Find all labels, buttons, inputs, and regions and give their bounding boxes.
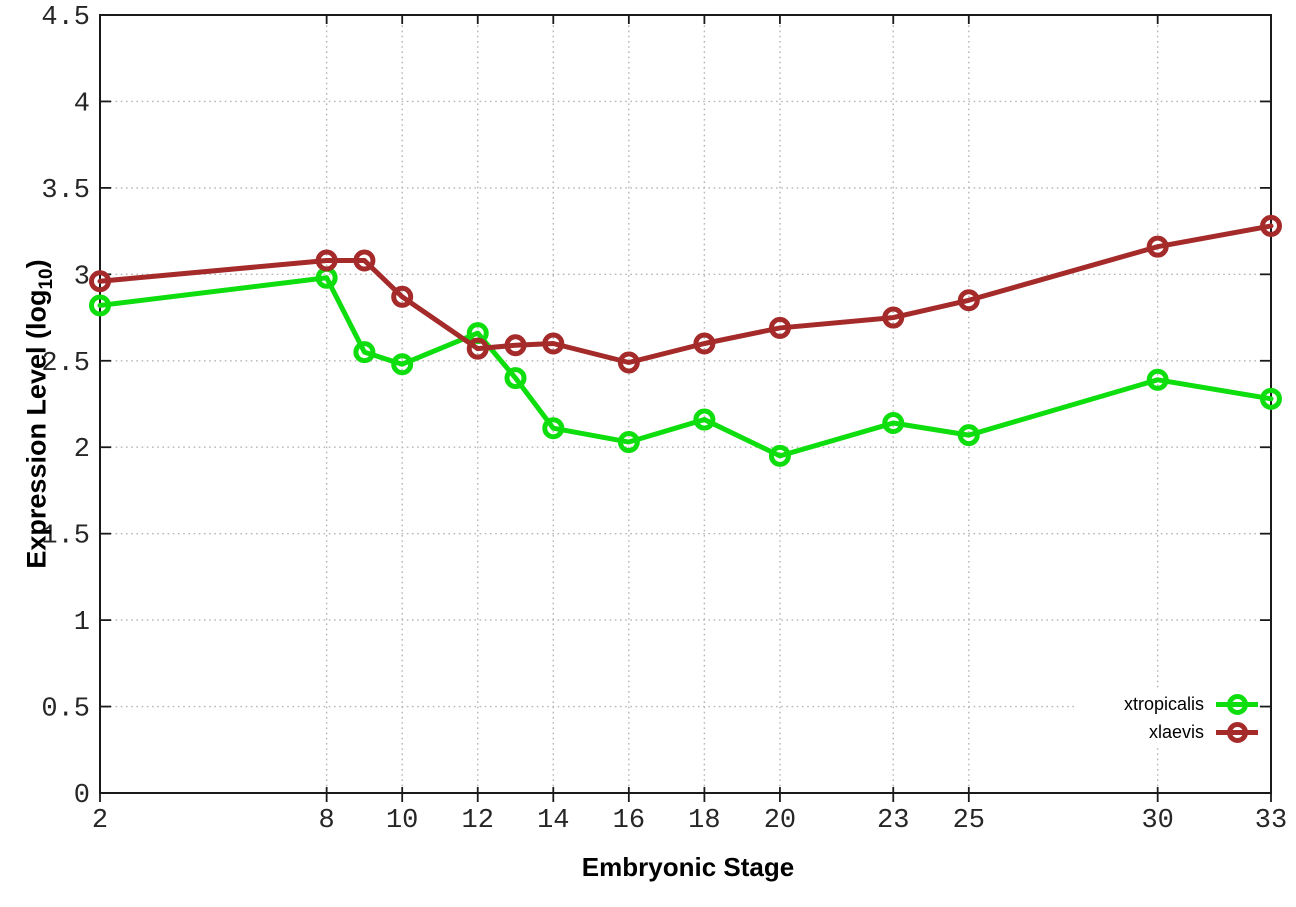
legend-entry-xlaevis: xlaevis xyxy=(1124,718,1258,746)
y-tick-label: 1.5 xyxy=(41,522,90,552)
legend-label-xlaevis: xlaevis xyxy=(1148,721,1204,742)
y-axis-title-close: ) xyxy=(21,259,52,269)
plot-border xyxy=(99,14,1272,794)
series-line-xtropicalis xyxy=(97,275,1274,459)
data-point-xlaevis xyxy=(1260,214,1282,237)
data-point-xlaevis xyxy=(504,334,527,357)
legend-marker-xlaevis xyxy=(1216,720,1258,744)
y-tick-label: 4 xyxy=(74,89,90,119)
y-tick-label: 3.5 xyxy=(41,176,90,206)
data-point-xlaevis xyxy=(882,306,905,329)
data-point-xlaevis xyxy=(89,270,111,293)
x-tick-label: 8 xyxy=(319,806,335,836)
y-axis-title-text: Expression Level (log xyxy=(21,289,52,569)
data-point-xlaevis xyxy=(617,351,640,374)
legend-label-xtropicalis: xtropicalis xyxy=(1123,693,1204,714)
y-axis-title: Expression Level (log10) xyxy=(21,259,57,569)
data-point-xlaevis xyxy=(693,332,716,355)
data-point-xlaevis xyxy=(957,289,980,312)
x-tick-label: 25 xyxy=(953,806,985,836)
data-point-xtropicalis xyxy=(391,353,414,376)
y-tick-label: 2.5 xyxy=(41,349,90,379)
x-tick-label: 12 xyxy=(462,806,494,836)
series-line-xlaevis xyxy=(97,223,1274,366)
open-circle-icon xyxy=(1226,693,1248,715)
data-point-xlaevis xyxy=(768,316,791,339)
data-point-xtropicalis xyxy=(1146,368,1169,391)
y-tick-label: 2 xyxy=(74,435,90,465)
x-tick-label: 23 xyxy=(877,806,909,836)
y-tick-label: 0.5 xyxy=(41,695,90,725)
data-point-xlaevis xyxy=(466,337,489,360)
legend-entry-xtropicalis: xtropicalis xyxy=(1124,690,1258,718)
x-tick-label: 14 xyxy=(537,806,569,836)
data-point-xtropicalis xyxy=(768,444,791,467)
y-tick-label: 0 xyxy=(74,781,90,811)
x-tick-label: 16 xyxy=(613,806,645,836)
x-tick-label: 30 xyxy=(1141,806,1173,836)
data-point-xlaevis xyxy=(353,249,376,272)
legend-marker-xtropicalis xyxy=(1216,692,1258,716)
data-point-xtropicalis xyxy=(504,367,527,390)
y-tick-label: 1 xyxy=(74,608,90,638)
y-tick-label: 4.5 xyxy=(41,3,90,33)
data-point-xtropicalis xyxy=(617,431,640,454)
data-point-xtropicalis xyxy=(882,412,905,435)
data-point-xtropicalis xyxy=(353,341,376,364)
y-tick-label: 3 xyxy=(74,262,90,292)
x-tick-label: 2 xyxy=(92,806,108,836)
open-circle-icon xyxy=(1226,721,1248,743)
x-axis-title: Embryonic Stage xyxy=(581,852,795,882)
x-tick-label: 18 xyxy=(688,806,720,836)
data-point-xtropicalis xyxy=(693,408,716,431)
y-axis-title-subscript: 10 xyxy=(35,268,57,290)
x-tick-label: 33 xyxy=(1255,806,1287,836)
data-point-xtropicalis xyxy=(89,294,111,317)
data-point-xtropicalis xyxy=(542,417,565,440)
x-tick-label: 20 xyxy=(764,806,796,836)
data-point-xtropicalis xyxy=(957,424,980,447)
data-point-xlaevis xyxy=(315,249,338,272)
data-point-xlaevis xyxy=(1146,235,1169,258)
data-point-xlaevis xyxy=(391,285,414,308)
data-point-xtropicalis xyxy=(1260,387,1282,410)
data-point-xlaevis xyxy=(542,332,565,355)
legend: xtropicalis xlaevis xyxy=(1075,690,1258,746)
x-tick-label: 10 xyxy=(386,806,418,836)
